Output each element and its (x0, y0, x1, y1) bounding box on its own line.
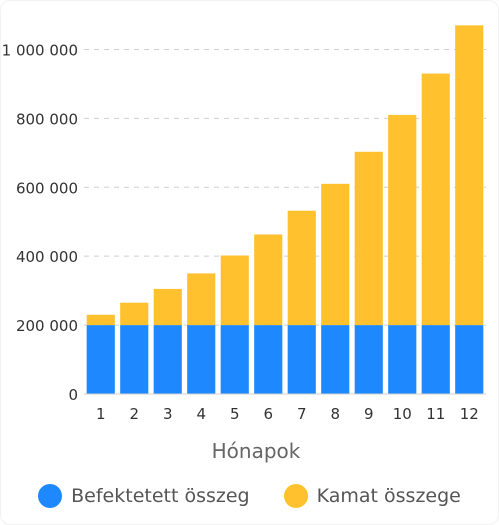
bar-kamat[interactable] (153, 288, 182, 326)
x-tick-label: 4 (196, 405, 206, 423)
x-tick-label: 8 (330, 405, 340, 423)
bar-kamat[interactable] (120, 302, 149, 326)
legend-item-befektetett[interactable]: Befektetett összeg (38, 484, 250, 508)
bar-befektetett[interactable] (86, 325, 115, 394)
bar-befektetett[interactable] (455, 325, 484, 394)
bar-befektetett[interactable] (421, 325, 450, 394)
bar-kamat[interactable] (187, 273, 216, 326)
grid-lines (84, 48, 486, 326)
bar-befektetett[interactable] (187, 325, 216, 394)
x-tick-label: 9 (364, 405, 374, 423)
x-tick-label: 11 (426, 405, 445, 423)
bar-kamat[interactable] (321, 183, 350, 326)
bar-kamat[interactable] (220, 255, 249, 326)
bar-kamat[interactable] (388, 114, 417, 326)
x-tick-label: 10 (393, 405, 412, 423)
x-tick-label: 6 (263, 405, 273, 423)
bar-kamat[interactable] (287, 210, 316, 326)
x-axis-title: Hónapok (212, 439, 301, 463)
bar-befektetett[interactable] (321, 325, 350, 394)
bar-befektetett[interactable] (220, 325, 249, 394)
legend-swatch-kamat (283, 484, 308, 508)
y-tick-label: 200 000 (16, 317, 78, 335)
x-tick-label: 2 (129, 405, 139, 423)
bar-kamat[interactable] (86, 314, 115, 326)
y-tick-label: 400 000 (16, 248, 78, 266)
bar-befektetett[interactable] (354, 325, 383, 394)
bar-kamat[interactable] (354, 151, 383, 326)
x-tick-label: 7 (297, 405, 307, 423)
bar-kamat[interactable] (254, 234, 283, 326)
y-tick-label: 1 000 000 (2, 41, 78, 59)
bar-kamat[interactable] (455, 25, 484, 326)
x-tick-label: 3 (163, 405, 173, 423)
y-axis-ticks: 0 200 000 400 000 600 000 800 000 1 000 000 (2, 41, 78, 404)
bar-befektetett[interactable] (153, 325, 182, 394)
x-tick-label: 12 (460, 405, 479, 423)
bar-chart: 0 200 000 400 000 600 000 800 000 1 000 000 1… (2, 25, 486, 463)
bar-befektetett[interactable] (254, 325, 283, 394)
legend-swatch-befektetett (38, 484, 63, 508)
bar-befektetett[interactable] (120, 325, 149, 394)
x-tick-label: 5 (230, 405, 240, 423)
legend-label-befektetett: Befektetett összeg (71, 485, 250, 507)
bar-befektetett[interactable] (388, 325, 417, 394)
legend-item-kamat[interactable]: Kamat összege (283, 484, 461, 508)
y-tick-label: 800 000 (16, 110, 78, 128)
x-axis-ticks: 1 2 3 4 5 6 7 8 9 10 11 12 (96, 405, 479, 423)
bar-kamat[interactable] (421, 73, 450, 326)
y-tick-label: 0 (68, 386, 78, 404)
bars (86, 25, 484, 394)
x-tick-label: 1 (96, 405, 106, 423)
y-tick-label: 600 000 (16, 179, 78, 197)
legend-label-kamat: Kamat összege (316, 485, 461, 507)
bar-befektetett[interactable] (287, 325, 316, 394)
legend: Befektetett összeg Kamat összege (0, 478, 499, 514)
